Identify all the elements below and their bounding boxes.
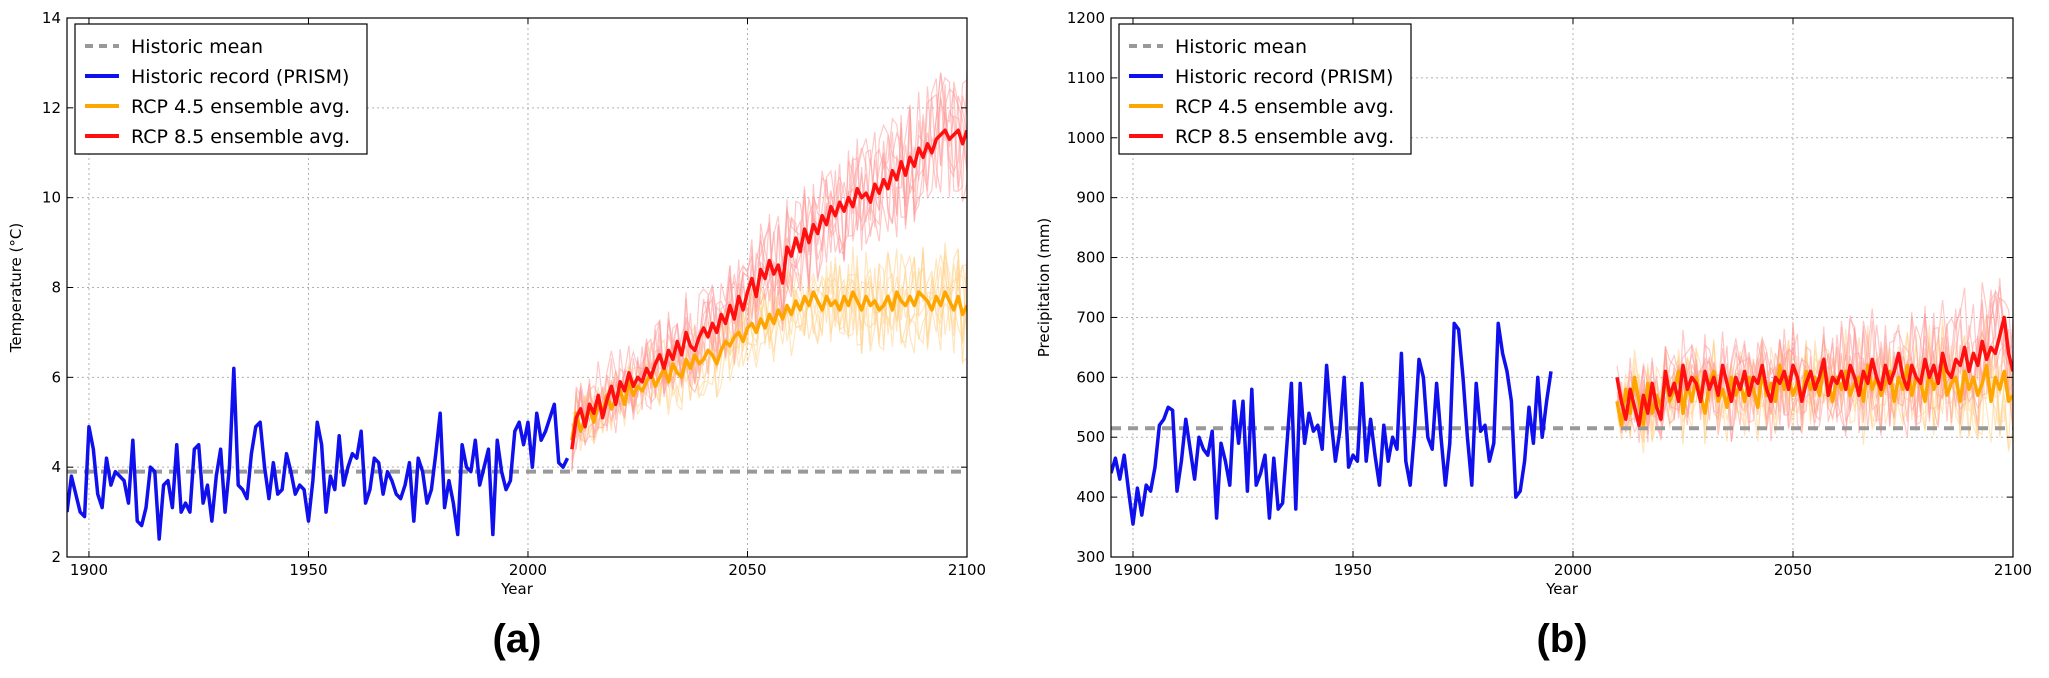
rcp85-avg-line [1615, 315, 2013, 427]
rcp85-member-line [1616, 290, 2013, 436]
x-tick-label: 2050 [1774, 561, 1812, 579]
legend-label-historic-record: Historic record (PRISM) [1175, 66, 1393, 88]
panel-label: (b) [1536, 617, 1587, 661]
x-tick-label: 2100 [1994, 561, 2032, 579]
y-tick-label: 14 [42, 9, 61, 27]
y-tick-label: 1200 [1067, 9, 1105, 27]
y-tick-label: 1100 [1067, 69, 1105, 87]
y-tick-label: 400 [1076, 488, 1105, 506]
y-tick-label: 900 [1076, 189, 1105, 207]
y-tick-label: 300 [1076, 548, 1105, 566]
legend-label-rcp45: RCP 4.5 ensemble avg. [131, 96, 350, 118]
y-tick-label: 2 [51, 548, 61, 566]
rcp45-avg-line [1615, 363, 2013, 427]
panel-a-chart: 1900 1950 2000 2050 2100 2 4 6 8 10 12 14 Year Temper… [7, 9, 986, 661]
y-tick-label: 1000 [1067, 129, 1105, 147]
rcp85-avg-line [570, 128, 967, 450]
legend-label-historic-mean: Historic mean [1175, 36, 1307, 58]
y-tick-label: 12 [42, 99, 61, 117]
legend-label-historic-mean: Historic mean [131, 36, 263, 58]
rcp45-avg-line [570, 290, 967, 441]
y-tick-label: 10 [42, 189, 61, 207]
y-tick-label: 800 [1076, 249, 1105, 267]
x-axis-label: Year [500, 580, 534, 598]
x-axis-label: Year [1545, 580, 1579, 598]
legend-label-historic-record: Historic record (PRISM) [131, 66, 349, 88]
legend-label-rcp85: RCP 8.5 ensemble avg. [131, 126, 350, 148]
y-tick-label: 4 [51, 458, 61, 476]
rcp85-member-line [571, 88, 967, 472]
y-tick-label: 500 [1076, 428, 1105, 446]
plot-frame [1110, 17, 2014, 558]
legend-box [1118, 23, 1412, 155]
panel-b-chart: 1900 1950 2000 2050 2100 300 400 500 600 700 800 90… [1035, 9, 2032, 661]
legend-box [74, 23, 368, 155]
panel-label: (a) [493, 617, 542, 661]
x-tick-label: 2000 [1554, 561, 1592, 579]
legend-label-rcp85: RCP 8.5 ensemble avg. [1175, 126, 1394, 148]
y-axis-label: Precipitation (mm) [1035, 218, 1053, 357]
legend-label-rcp45: RCP 4.5 ensemble avg. [1175, 96, 1394, 118]
x-tick-label: 2000 [509, 561, 547, 579]
x-tick-label: 1950 [1334, 561, 1372, 579]
y-tick-label: 700 [1076, 308, 1105, 326]
legend: Historic mean Historic record (PRISM) RCP … [1118, 23, 1412, 155]
historic-record-line [67, 366, 570, 541]
y-tick-label: 6 [51, 368, 61, 386]
y-tick-label: 600 [1076, 368, 1105, 386]
x-tick-label: 1900 [70, 561, 108, 579]
plot-lines [1111, 277, 2013, 526]
historic-record-line [1111, 321, 1553, 526]
legend: Historic mean Historic record (PRISM) RCP … [74, 23, 368, 155]
y-tick-label: 8 [51, 279, 61, 297]
y-axis-label: Temperature (°C) [7, 223, 25, 353]
x-tick-label: 1950 [289, 561, 327, 579]
rcp85-member-line [1616, 288, 2013, 442]
x-tick-label: 2050 [728, 561, 766, 579]
plot-lines [67, 69, 967, 541]
x-tick-label: 1900 [1114, 561, 1152, 579]
x-tick-label: 2100 [948, 561, 986, 579]
